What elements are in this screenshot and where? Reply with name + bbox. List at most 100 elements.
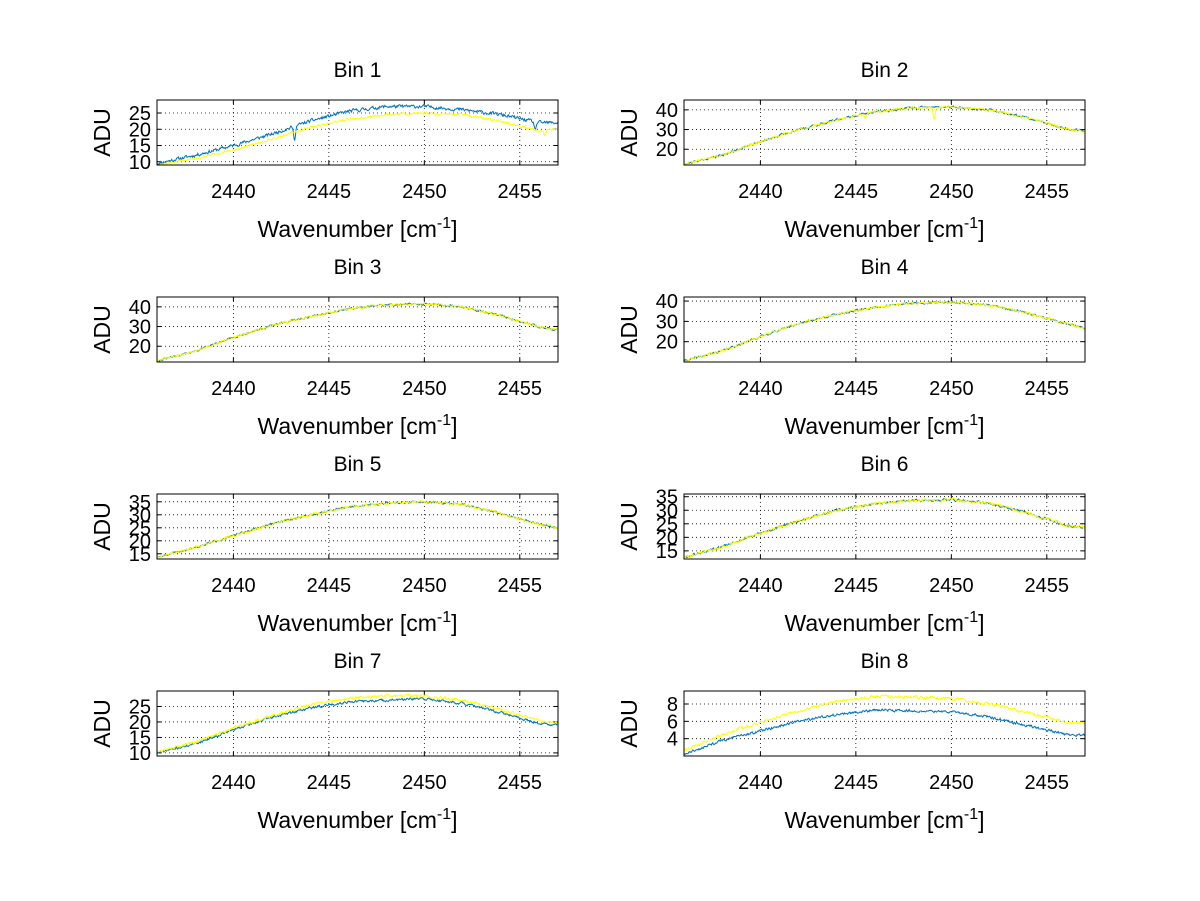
subplot-title: Bin 7	[334, 650, 382, 673]
series-line-yellow	[157, 111, 558, 165]
x-tick-label: 2455	[1025, 378, 1070, 400]
x-tick-label: 2450	[929, 181, 974, 203]
y-tick-label: 35	[656, 487, 678, 509]
series-line-yellow	[684, 105, 1085, 165]
x-axis-label-exponent: -1	[964, 412, 978, 429]
y-tick-label: 25	[129, 696, 151, 718]
axes-box	[156, 296, 559, 363]
x-tick-label: 2445	[834, 181, 879, 203]
x-axis-label-text: Wavenumber [cm	[258, 807, 437, 833]
y-axis-label: ADU	[616, 108, 642, 157]
x-tick-label: 2455	[1025, 181, 1070, 203]
series-line-yellow	[684, 300, 1085, 362]
x-tick-label: 2455	[498, 772, 543, 794]
x-axis-label-end: ]	[451, 413, 457, 439]
series-line-blue	[157, 697, 558, 754]
y-tick-label: 40	[656, 291, 678, 313]
x-tick-label: 2440	[211, 772, 256, 794]
x-axis-label: Wavenumber [cm-1]	[785, 412, 985, 439]
x-tick-label: 2450	[929, 575, 974, 597]
axes-box	[683, 690, 1086, 757]
subplot-title: Bin 3	[334, 256, 382, 279]
y-tick-label: 40	[129, 297, 151, 319]
x-axis-label: Wavenumber [cm-1]	[258, 806, 458, 833]
y-tick-label: 15	[656, 541, 678, 563]
series-line-yellow	[684, 694, 1085, 752]
y-tick-label: 15	[129, 544, 151, 566]
x-axis-label-exponent: -1	[437, 215, 451, 232]
y-tick-label: 4	[667, 729, 678, 751]
x-axis-label-text: Wavenumber [cm	[258, 610, 437, 636]
x-axis-label-end: ]	[978, 216, 984, 242]
x-tick-label: 2445	[834, 772, 879, 794]
plot-area	[684, 297, 1085, 362]
y-tick-label: 20	[129, 336, 151, 358]
x-tick-label: 2445	[307, 181, 352, 203]
x-tick-label: 2450	[929, 772, 974, 794]
x-tick-label: 2440	[211, 378, 256, 400]
x-axis-label-end: ]	[451, 216, 457, 242]
x-axis-label-exponent: -1	[437, 412, 451, 429]
plot-area	[157, 494, 558, 559]
x-axis-label: Wavenumber [cm-1]	[785, 215, 985, 242]
x-axis-label: Wavenumber [cm-1]	[258, 215, 458, 242]
axes-box	[683, 99, 1086, 166]
x-tick-label: 2455	[498, 575, 543, 597]
y-axis-label: ADU	[89, 699, 115, 748]
plot-area	[157, 100, 558, 165]
x-axis-label-text: Wavenumber [cm	[258, 413, 437, 439]
y-axis-label: ADU	[89, 502, 115, 551]
y-tick-label: 35	[129, 492, 151, 514]
series-line-yellow	[157, 499, 558, 559]
x-axis-label-text: Wavenumber [cm	[785, 216, 964, 242]
x-tick-label: 2445	[307, 772, 352, 794]
axes-box	[683, 493, 1086, 560]
y-tick-label: 15	[129, 136, 151, 158]
x-axis-label: Wavenumber [cm-1]	[258, 412, 458, 439]
series-line-yellow	[684, 496, 1085, 559]
x-axis-label-exponent: -1	[437, 609, 451, 626]
x-axis-label-text: Wavenumber [cm	[785, 610, 964, 636]
y-tick-label: 10	[129, 152, 151, 174]
x-axis-label-text: Wavenumber [cm	[785, 807, 964, 833]
series-line-blue	[157, 103, 558, 165]
x-axis-label-end: ]	[451, 610, 457, 636]
y-axis-label: ADU	[89, 108, 115, 157]
x-axis-label-end: ]	[978, 610, 984, 636]
series-line-yellow	[157, 693, 558, 753]
axes-box	[156, 690, 559, 757]
y-tick-label: 30	[656, 311, 678, 333]
x-tick-label: 2455	[1025, 575, 1070, 597]
y-tick-label: 20	[656, 332, 678, 354]
subplot-title: Bin 5	[334, 453, 382, 476]
x-tick-label: 2450	[402, 378, 447, 400]
y-tick-label: 20	[129, 531, 151, 553]
y-tick-label: 20	[656, 527, 678, 549]
plot-area	[684, 494, 1085, 559]
y-axis-label: ADU	[616, 699, 642, 748]
subplot-title: Bin 6	[861, 453, 909, 476]
y-tick-label: 6	[667, 711, 678, 733]
y-tick-label: 25	[129, 103, 151, 125]
x-tick-label: 2450	[402, 772, 447, 794]
y-tick-label: 20	[129, 119, 151, 141]
series-line-blue	[684, 708, 1085, 756]
subplot-title: Bin 2	[861, 59, 909, 82]
x-tick-label: 2450	[402, 575, 447, 597]
x-tick-label: 2440	[738, 181, 783, 203]
y-tick-label: 30	[656, 120, 678, 142]
x-axis-label-exponent: -1	[964, 609, 978, 626]
subplot-bin-8: 2440 2445 2450 2455 468 Bin 8 ADU Wavenumber [c…	[616, 650, 1086, 833]
y-axis-label: ADU	[89, 305, 115, 354]
x-axis-label-exponent: -1	[437, 806, 451, 823]
y-tick-label: 30	[129, 505, 151, 527]
subplot-title: Bin 4	[861, 256, 909, 279]
x-axis-label-exponent: -1	[964, 806, 978, 823]
